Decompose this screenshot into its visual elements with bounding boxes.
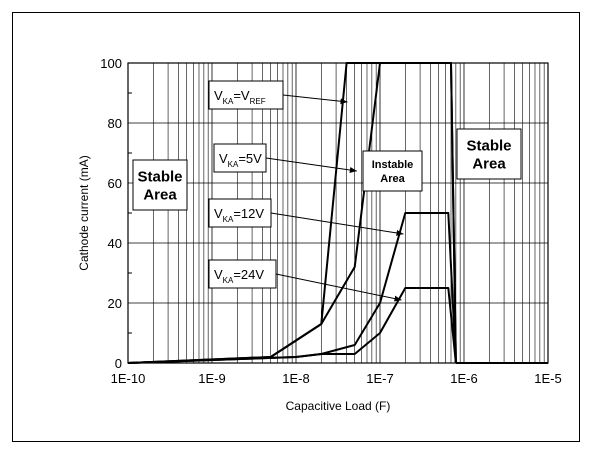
x-axis-label: Capacitive Load (F) — [286, 399, 391, 413]
plot-area — [127, 62, 549, 364]
series-label-text: VKA=12V — [214, 206, 264, 224]
y-tick-label: 100 — [100, 56, 122, 71]
annotation-box — [362, 150, 423, 192]
label-part: =24V — [233, 267, 264, 282]
label-subscript: KA — [223, 97, 234, 106]
y-tick-label: 40 — [108, 236, 122, 251]
series-label-arrow — [270, 212, 404, 236]
series-label-text: VKA=VREF — [214, 88, 266, 106]
series-label-arrow — [265, 157, 357, 173]
label-subscript: KA — [223, 215, 234, 224]
label-part: =5V — [238, 151, 262, 166]
label-subscript: KA — [228, 160, 239, 169]
label-subscript: REF — [250, 97, 266, 106]
series-label-arrow — [275, 273, 402, 302]
label-part: =12V — [233, 206, 264, 221]
x-tick-label: 1E-9 — [198, 371, 225, 386]
instable-area-label: Instable Area — [362, 150, 423, 192]
grid — [127, 62, 549, 364]
label-part: =V — [233, 88, 250, 103]
series-label-box — [208, 80, 284, 110]
series-label-vka-5v: VKA=5V — [213, 143, 357, 173]
annotation-text: Area — [472, 155, 506, 172]
y-tick-label: 60 — [108, 176, 122, 191]
x-tick-label: 1E-7 — [366, 371, 393, 386]
label-subscript: KA — [223, 276, 234, 285]
x-tick-label: 1E-6 — [450, 371, 477, 386]
x-tick-label: 1E-8 — [282, 371, 309, 386]
annotation-box — [456, 128, 522, 180]
series-label-box — [208, 259, 277, 289]
y-axis-label: Cathode current (mA) — [77, 155, 91, 270]
annotation-text: Stable — [466, 137, 511, 154]
x-tick-label: 1E-5 — [534, 371, 561, 386]
y-tick-label: 0 — [115, 356, 122, 371]
label-part: V — [214, 88, 223, 103]
y-tick-label: 80 — [108, 116, 122, 131]
annotation-text: Area — [143, 186, 177, 203]
annotation-text: Area — [380, 173, 405, 185]
annotation-box — [132, 159, 188, 211]
series-label-arrow — [282, 94, 348, 105]
series-label-vka-12v: VKA=12V — [208, 198, 404, 236]
label-part: V — [214, 267, 223, 282]
series-line-vka-24v — [127, 287, 457, 364]
label-part: V — [214, 206, 223, 221]
annotation-text: Instable — [372, 159, 414, 171]
series-label-vka-vref: VKA=VREF — [208, 80, 348, 110]
annotation-text: Stable — [137, 168, 182, 185]
series-label-text: VKA=5V — [219, 151, 262, 169]
series-label-text: VKA=24V — [214, 267, 264, 285]
x-tick-label: 1E-10 — [111, 371, 146, 386]
series-label-vka-24v: VKA=24V — [208, 259, 402, 302]
y-tick-label: 20 — [108, 296, 122, 311]
label-part: V — [219, 151, 228, 166]
